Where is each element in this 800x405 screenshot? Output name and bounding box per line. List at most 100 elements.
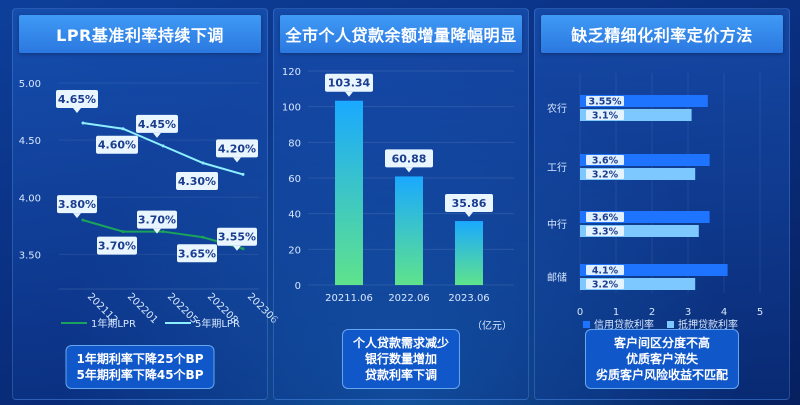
- loans-xtick-label: 20211.06: [325, 293, 373, 304]
- loans-note-line-1: 个人贷款需求减少: [352, 336, 450, 350]
- lpr-5y-data-label: 4.30%: [176, 172, 218, 190]
- loans-bar: [335, 100, 363, 286]
- lpr-ytick-label: 3.50: [19, 250, 41, 261]
- lpr-1y-data-label-bg: [217, 227, 257, 246]
- loans-bar-chart: 0 20 40 60 80 100 120 103.34 20211.06 60.88 2022.0…: [282, 67, 514, 332]
- lpr-1y-data-label: 3.80%: [57, 195, 97, 219]
- loans-data-label-text: 103.34: [328, 77, 371, 90]
- lpr-panel-title: LPR基准利率持续下调: [19, 15, 261, 53]
- loans-xtick-label: 2022.06: [388, 293, 429, 304]
- lpr-5y-data-label-bg: [96, 135, 138, 154]
- rates-data-label-bg: [586, 110, 624, 120]
- loans-note-line-3: 贷款利率下调: [364, 368, 438, 382]
- lpr-1y-point: [161, 230, 165, 234]
- rates-data-label-bg: [586, 279, 624, 289]
- lpr-line-chart: 5.00 4.50 4.00 3.50 4.65% 4.60%4.45% 4.30% 4.20…: [19, 79, 280, 330]
- loans-ytick-label: 20: [288, 245, 301, 256]
- lpr-5y-data-label-text: 4.20%: [218, 142, 256, 155]
- lpr-5y-data-label: 4.20%: [216, 139, 258, 163]
- lpr-5y-data-label: 4.65%: [56, 90, 98, 113]
- rates-category-label: 中行: [547, 218, 567, 231]
- rates-note-line-2: 优质客户流失: [625, 352, 699, 366]
- lpr-5y-data-label-text: 4.30%: [178, 175, 216, 188]
- rates-data-label-bg: [586, 96, 624, 106]
- lpr-5y-point: [81, 121, 85, 125]
- rates-data-label: 3.55%: [589, 97, 622, 108]
- lpr-1y-data-label-bg: [97, 236, 137, 255]
- loans-ytick-label: 0: [295, 281, 301, 292]
- rates-data-label: 3.3%: [592, 227, 619, 238]
- rates-data-label: 3.1%: [592, 111, 619, 122]
- rates-data-label: 3.2%: [592, 280, 619, 291]
- rates-category-label: 农行: [547, 102, 567, 115]
- lpr-1y-data-label-text: 3.80%: [58, 198, 96, 211]
- lpr-note-box: 1年期利率下降25个BP 5年期利率下降45个BP: [65, 345, 215, 389]
- lpr-5y-data-label-pointer: [73, 108, 81, 113]
- lpr-1y-data-label-bg: [137, 210, 177, 229]
- lpr-panel: LPR基准利率持续下调 5.00 4.50 4.00 3.50 4.65% 4.60% 4.…: [12, 8, 280, 400]
- lpr-5y-point: [121, 127, 125, 131]
- rates-xtick-label: 2: [649, 307, 655, 318]
- loans-ytick-label: 120: [282, 67, 301, 78]
- rates-panel-title: 缺乏精细化利率定价方法: [541, 15, 783, 53]
- lpr-5y-data-label-bg: [56, 90, 98, 108]
- lpr-1y-data-label-pointer: [153, 228, 161, 234]
- rates-legend-credit-swatch: [583, 321, 590, 328]
- rates-legend-mortgage-label: 抵押贷款利率: [678, 318, 738, 331]
- lpr-1y-data-label-bg: [57, 195, 97, 214]
- lpr-note-line-2: 5年期利率下降45个BP: [76, 368, 204, 382]
- lpr-5y-data-label-bg: [136, 114, 178, 133]
- lpr-1y-data-label: 3.65%: [177, 244, 217, 263]
- lpr-5y-data-label-pointer: [233, 157, 241, 163]
- lpr-1y-data-label-pointer: [73, 213, 81, 219]
- lpr-1y-point: [121, 230, 125, 234]
- loans-data-label: 35.86: [445, 194, 493, 218]
- loans-ytick-label: 40: [288, 210, 301, 221]
- rates-xtick-label: 0: [577, 307, 583, 318]
- loans-data-label-text: 60.88: [392, 152, 427, 165]
- lpr-1y-data-label: 3.70%: [97, 236, 137, 255]
- loans-xtick-label: 2023.06: [448, 293, 489, 304]
- rates-category-label: 邮储: [547, 271, 567, 284]
- lpr-note-line-1: 1年期利率下降25个BP: [76, 352, 204, 366]
- rates-note-line-3: 劣质客户风险收益不匹配: [595, 368, 729, 382]
- rates-data-label: 3.6%: [592, 213, 619, 224]
- loans-data-label-bg: [445, 194, 493, 213]
- lpr-1y-point: [81, 218, 85, 222]
- loans-data-label-bg: [385, 149, 433, 168]
- loans-ytick-label: 100: [282, 103, 301, 114]
- rates-xtick-label: 5: [757, 307, 763, 318]
- loans-data-label-pointer: [345, 91, 353, 97]
- lpr-5y-data-label: 4.45%: [136, 114, 178, 138]
- rates-data-label-bg: [586, 226, 624, 236]
- loans-note-box: 个人贷款需求减少 银行数量增加 贷款利率下调: [341, 329, 461, 389]
- lpr-1y-data-label-bg: [177, 244, 217, 263]
- lpr-1y-data-label-pointer: [233, 245, 241, 251]
- loans-panel: 全市个人贷款余额增量降幅明显 0 20 40 60 80 100 120 103.34 2021…: [273, 8, 529, 400]
- loans-data-label: 103.34: [325, 73, 373, 97]
- rates-note-line-1: 客户间区分度不高: [613, 336, 711, 350]
- loans-bar: [455, 221, 483, 285]
- rates-data-label-bg: [586, 212, 624, 222]
- loans-ytick-label: 60: [288, 174, 301, 185]
- loans-unit-label: （亿元）: [472, 319, 512, 332]
- rates-xtick-label: 1: [613, 307, 619, 318]
- rates-data-label: 4.1%: [592, 266, 619, 277]
- lpr-1y-data-label-text: 3.65%: [178, 247, 216, 260]
- lpr-legend-1y-label: 1年期LPR: [91, 317, 136, 330]
- rates-note-box: 客户间区分度不高 优质客户流失 劣质客户风险收益不匹配: [584, 329, 740, 389]
- lpr-5y-data-label-text: 4.65%: [58, 93, 96, 106]
- loans-data-label: 60.88: [385, 149, 433, 173]
- lpr-ytick-label: 5.00: [19, 79, 41, 90]
- rates-data-label-bg: [586, 169, 624, 179]
- rates-category-label: 工行: [547, 161, 567, 174]
- lpr-legend-5y-label: 5年期LPR: [195, 317, 240, 330]
- lpr-1y-data-label-text: 3.55%: [218, 231, 256, 244]
- loans-data-label-bg: [325, 73, 373, 92]
- rates-data-label-bg: [586, 265, 624, 275]
- rates-xtick-label: 4: [721, 307, 727, 318]
- loans-panel-title: 全市个人贷款余额增量降幅明显: [280, 15, 522, 53]
- loans-data-label-pointer: [465, 212, 473, 218]
- loans-bar: [395, 176, 423, 285]
- rates-xtick-label: 3: [685, 307, 691, 318]
